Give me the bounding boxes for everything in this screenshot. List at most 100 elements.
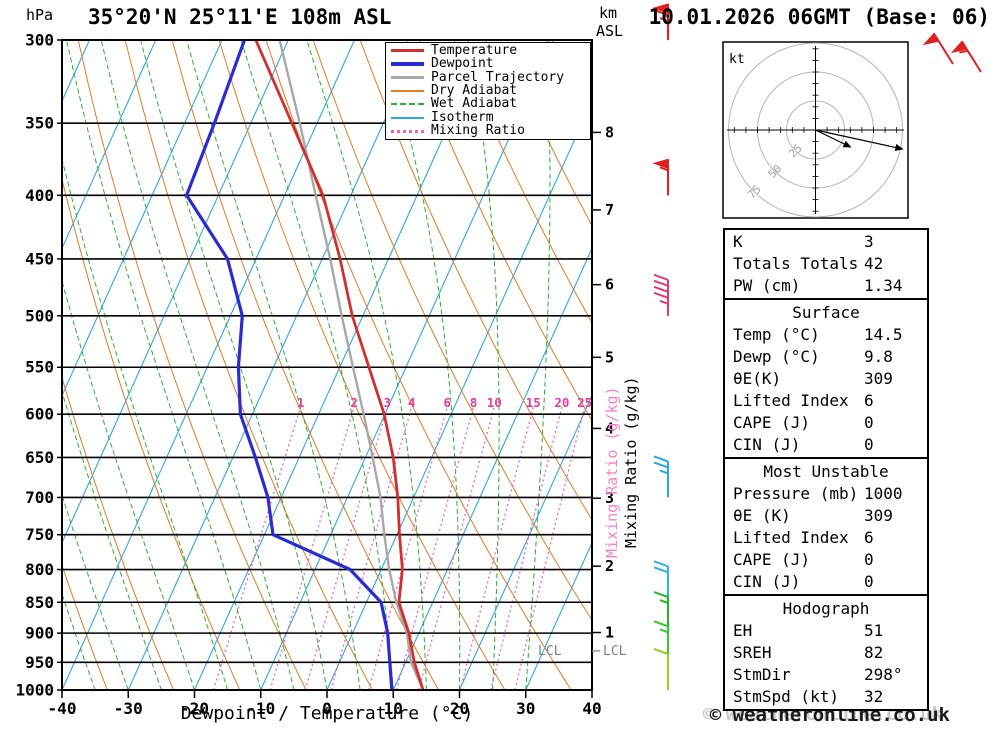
table-value: 14.5 — [864, 325, 903, 344]
wind-barb — [653, 591, 669, 634]
legend-line-sample — [391, 49, 424, 53]
temp-tick-label: -40 — [48, 699, 77, 718]
km-tick-label: 2 — [605, 557, 614, 575]
mixing-ratio-label: 4 — [408, 395, 416, 410]
table-key: SREH — [733, 643, 772, 662]
wind-barb-column — [652, 3, 982, 690]
date-label: 10.01.2026 06GMT (Base: 06) — [648, 5, 990, 29]
table-row: PW (cm) 1.34 — [725, 275, 927, 297]
pressure-tick-label: 300 — [25, 31, 54, 50]
km-tick-label: 4 — [605, 419, 614, 437]
table-value: 32 — [864, 687, 884, 706]
legend-label: Isotherm — [431, 109, 494, 125]
km-tick-label: 6 — [605, 276, 614, 294]
table-value: 0 — [864, 413, 874, 432]
table-value: 6 — [864, 528, 874, 547]
table-row: θE(K) 309 — [725, 368, 927, 390]
pressure-tick-label: 650 — [25, 448, 54, 467]
legend-line-sample — [391, 116, 424, 119]
table-row: CIN (J) 0 — [725, 571, 927, 593]
legend-item: Dewpoint — [386, 56, 590, 72]
corner-wind-barb — [922, 32, 954, 65]
table-value: 1000 — [864, 484, 903, 503]
table-key: Dewp (°C) — [733, 347, 820, 366]
table-value: 309 — [864, 506, 893, 525]
wind-barb — [950, 40, 982, 73]
hodograph-unit-label: kt — [729, 52, 745, 67]
temp-tick-label: -10 — [246, 699, 275, 718]
wind-barb — [652, 158, 669, 196]
legend-label: Dewpoint — [431, 56, 494, 72]
pressure-tick-label: 950 — [25, 653, 54, 672]
table-value: 0 — [864, 550, 874, 569]
pressure-tick-label: 500 — [25, 306, 54, 325]
mixing-ratio-label: 15 — [526, 395, 541, 410]
table-row: Lifted Index 6 — [725, 527, 927, 549]
table-value: 3 — [864, 232, 874, 251]
legend-item: Isotherm — [386, 109, 590, 125]
pressure-tick-label: 600 — [25, 405, 54, 424]
legend-line-sample — [391, 129, 424, 133]
mixing-ratio-label: 2 — [350, 395, 358, 410]
table-value: 51 — [864, 621, 884, 640]
temperature-axis: -40 -30 -20 -10 0 10 20 30 40 — [48, 690, 602, 718]
table-value: 9.8 — [864, 347, 893, 366]
legend-line-sample — [391, 62, 424, 67]
table-section: Hodograph EH 51 SREH 82 StmDir 298° StmSpd (kt)… — [723, 594, 929, 711]
table-section: Surface Temp (°C) 14.5 Dewp (°C) 9.8 θE(K) 309… — [723, 298, 929, 459]
mixing-ratio-labels: 1 2 3 4 6 8 10 15 20 25 — [297, 395, 592, 410]
dewpoint-curve — [185, 40, 394, 690]
legend-label: Parcel Trajectory — [431, 69, 565, 85]
legend-line-sample — [391, 76, 424, 80]
page-title: 35°20'N 25°11'E 108m ASL — [88, 5, 392, 29]
legend-label: Mixing Ratio — [431, 123, 525, 139]
hodograph-trace — [815, 129, 904, 151]
pressure-tick-label: 900 — [25, 624, 54, 643]
table-key: θE (K) — [733, 506, 791, 525]
pressure-tick-label: 400 — [25, 186, 54, 205]
table-value: 6 — [864, 391, 874, 410]
corner-wind-barb — [950, 40, 982, 73]
table-value: 309 — [864, 369, 893, 388]
mixing-ratio-axis-label: Mixing Ratio (g/kg) — [622, 376, 640, 548]
parcel-trajectory-curve — [278, 40, 425, 690]
table-key: StmDir — [733, 665, 791, 684]
pressure-tick-label: 1000 — [15, 681, 54, 700]
legend-label: Dry Adiabat — [431, 82, 518, 98]
wind-barb — [653, 648, 669, 690]
table-section-title: Surface — [792, 303, 860, 322]
pressure-axis: 300 350 400 450 500 550 600 650 700 750 800 850 900 9… — [15, 31, 62, 700]
mixing-ratio-label: 20 — [554, 395, 569, 410]
legend-line-sample — [391, 89, 424, 92]
height-unit-asl-label: ASL — [596, 22, 624, 40]
table-value: 1.34 — [864, 276, 903, 295]
mixing-ratio-label: 3 — [384, 395, 392, 410]
table-key: CAPE (J) — [733, 550, 811, 569]
table-row: CAPE (J) 0 — [725, 549, 927, 571]
pressure-tick-label: 700 — [25, 488, 54, 507]
mixing-ratio-label: 1 — [297, 395, 305, 410]
table-key: Lifted Index — [733, 391, 849, 410]
table-key: EH — [733, 621, 753, 640]
table-row: Temp (°C) 14.5 — [725, 324, 927, 346]
pressure-unit-label: hPa — [26, 6, 54, 24]
table-row: Lifted Index 6 — [725, 390, 927, 412]
lcl-axis-label: LCL — [603, 644, 627, 659]
sounding-curves — [185, 40, 425, 690]
temp-tick-label: 30 — [516, 699, 535, 718]
pressure-tick-label: 800 — [25, 560, 54, 579]
legend-label: Temperature — [431, 42, 518, 58]
table-key: K — [733, 232, 743, 251]
temp-tick-label: 40 — [582, 699, 601, 718]
km-tick-label: 7 — [605, 201, 614, 219]
table-key: Pressure (mb) — [733, 484, 859, 503]
table-key: θE(K) — [733, 369, 782, 388]
params-table: K 3 Totals Totals 42 PW (cm) 1.34 Surface Temp … — [723, 228, 929, 711]
temp-tick-label: -30 — [114, 699, 143, 718]
legend-item: Dry Adiabat — [386, 82, 590, 98]
km-tick-label: 8 — [605, 123, 614, 141]
legend-item: Mixing Ratio — [386, 123, 590, 139]
table-section: K 3 Totals Totals 42 PW (cm) 1.34 — [723, 228, 929, 300]
